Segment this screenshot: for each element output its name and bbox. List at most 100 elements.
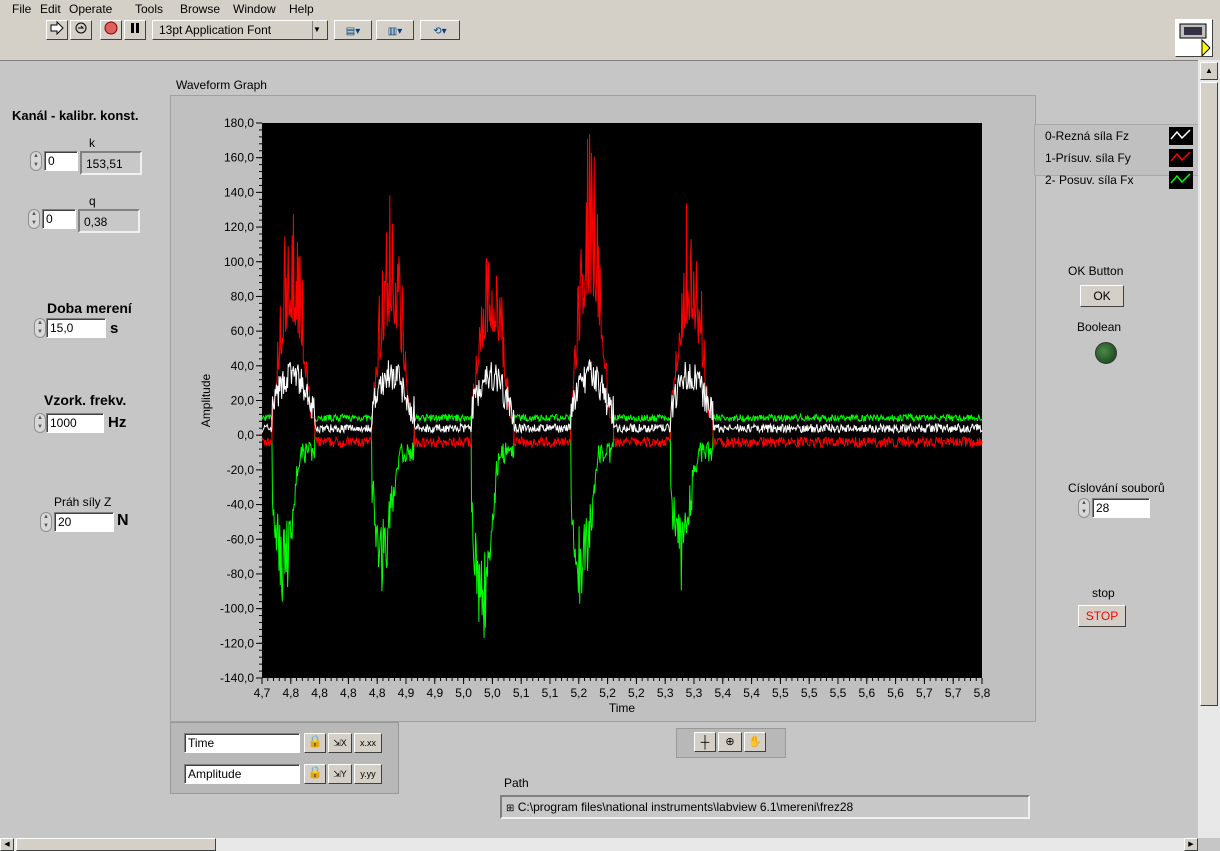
x-tick-label: 4,8	[282, 686, 299, 700]
menu-bar: File Edit Operate Tools Browse Window He…	[0, 0, 1220, 18]
doba-input[interactable]: 15,0	[46, 318, 106, 338]
y-format-button[interactable]: y.yy	[354, 764, 382, 784]
legend-item[interactable]: 0-Rezná síla Fz	[1045, 129, 1129, 143]
cislovani-stepper[interactable]: ▲ ▼	[1078, 498, 1090, 518]
y-tick-label: -80,0	[227, 567, 255, 581]
legend-swatch-fy	[1169, 149, 1193, 167]
x-tick-label: 5,1	[513, 686, 530, 700]
font-select-value: 13pt Application Font	[159, 23, 272, 37]
y-autoscale-button[interactable]: ⇲Y	[328, 764, 352, 784]
menu-window[interactable]: Window	[233, 2, 276, 16]
vzork-input[interactable]: 1000	[46, 413, 104, 433]
x-tick-label: 4,8	[369, 686, 386, 700]
x-tick-label: 5,1	[542, 686, 559, 700]
y-tick-label: -40,0	[227, 498, 255, 512]
x-tick-label: 5,8	[974, 686, 991, 700]
legend-item[interactable]: 1-Prísuv. síla Fy	[1045, 151, 1131, 165]
pause-icon	[131, 23, 139, 33]
run-continuous-icon	[75, 22, 87, 34]
scroll-left-button[interactable]: ◀	[0, 838, 14, 851]
scroll-thumb[interactable]	[16, 838, 216, 851]
cursor-tool-button[interactable]: ┼	[694, 732, 716, 752]
x-scale-name[interactable]: Time	[184, 733, 300, 753]
zoom-icon: ⊕	[725, 736, 735, 748]
pause-button[interactable]	[124, 20, 146, 40]
scroll-right-button[interactable]: ▶	[1184, 838, 1198, 851]
ok-button-text: OK	[1093, 289, 1111, 303]
y-tick-label: 120,0	[224, 220, 254, 234]
align-objects-button[interactable]: ▤▾	[334, 20, 372, 40]
x-tick-label: 5,5	[801, 686, 818, 700]
legend-label-fy: 1-Prísuv. síla Fy	[1045, 151, 1131, 165]
font-select[interactable]: 13pt Application Font ▼	[152, 20, 328, 40]
stop-button-text: STOP	[1085, 609, 1119, 623]
boolean-led[interactable]	[1095, 342, 1117, 364]
ok-button-label: OK Button	[1068, 264, 1124, 278]
zoom-tool-button[interactable]: ⊕	[718, 732, 742, 752]
distribute-objects-button[interactable]: ▥▾	[376, 20, 414, 40]
reorder-button[interactable]: ⟲▾	[420, 20, 460, 40]
autoscale-y-icon: ⇲Y	[333, 769, 347, 779]
x-tick-label: 4,8	[340, 686, 357, 700]
series-line-fz	[261, 359, 983, 435]
run-arrow-button[interactable]	[46, 20, 68, 40]
x-format-label: x.xx	[359, 738, 376, 748]
lock-icon: 🔒	[307, 765, 323, 779]
horizontal-scrollbar[interactable]: ◀ ▶	[0, 838, 1198, 851]
vertical-scrollbar[interactable]: ▲	[1198, 60, 1220, 838]
y-tick-label: 180,0	[224, 116, 254, 130]
vi-icon[interactable]	[1175, 19, 1213, 58]
menu-operate[interactable]: Operate	[69, 2, 113, 16]
x-tick-label: 5,3	[686, 686, 703, 700]
plot-legend: 0-Rezná síla Fz 1-Prísuv. síla Fy 2- Pos…	[1034, 124, 1199, 189]
hand-icon: ✋	[748, 736, 762, 748]
x-autoscale-button[interactable]: ⇲X	[328, 733, 352, 753]
k-value-indicator: 153,51	[80, 151, 142, 175]
q-label: q	[89, 194, 96, 208]
legend-label-fx: 2- Posuv. síla Fx	[1045, 173, 1134, 187]
x-tick-label: 5,2	[628, 686, 645, 700]
x-tick-label: 5,6	[858, 686, 875, 700]
k-index-input[interactable]: 0	[44, 151, 78, 171]
prah-input[interactable]: 20	[54, 512, 114, 532]
y-scale-lock-button[interactable]: 🔒	[304, 764, 326, 784]
y-tick-label: -140,0	[220, 671, 254, 685]
run-continuous-button[interactable]	[70, 20, 92, 40]
scroll-thumb[interactable]	[1200, 82, 1218, 706]
q-value-indicator: 0,38	[78, 209, 140, 233]
menu-help[interactable]: Help	[289, 2, 314, 16]
stop-button[interactable]: STOP	[1078, 605, 1126, 627]
graph-title: Waveform Graph	[176, 78, 267, 92]
y-tick-label: 140,0	[224, 185, 254, 199]
path-value: C:\program files\national instruments\la…	[517, 800, 854, 814]
menu-edit[interactable]: Edit	[40, 2, 61, 16]
waveform-plot[interactable]: 180,0 160,0 140,0 120,0 100,0 80,0 60,0 40,0 20,…	[170, 95, 1036, 722]
menu-file[interactable]: File	[12, 2, 32, 16]
menu-tools[interactable]: Tools	[135, 2, 164, 16]
y-scale-name[interactable]: Amplitude	[184, 764, 300, 784]
vzork-stepper[interactable]: ▲ ▼	[34, 413, 46, 433]
x-tick-label: 5,7	[916, 686, 933, 700]
y-tick-label: -60,0	[227, 532, 255, 546]
pan-tool-button[interactable]: ✋	[744, 732, 766, 752]
scroll-up-button[interactable]: ▲	[1200, 62, 1218, 80]
doba-stepper[interactable]: ▲ ▼	[34, 318, 46, 338]
x-scale-lock-button[interactable]: 🔒	[304, 733, 326, 753]
cislovani-input[interactable]: 28	[1092, 498, 1150, 518]
prah-label: Práh síly Z	[54, 495, 112, 509]
x-tick-label: 4,9	[398, 686, 415, 700]
q-index-stepper[interactable]: ▲ ▼	[28, 209, 40, 229]
legend-item[interactable]: 2- Posuv. síla Fx	[1045, 173, 1133, 187]
k-index-stepper[interactable]: ▲ ▼	[30, 151, 42, 171]
q-index-input[interactable]: 0	[42, 209, 76, 229]
legend-label-fz: 0-Rezná síla Fz	[1045, 129, 1130, 143]
y-tick-label: 160,0	[224, 151, 254, 165]
path-label: Path	[504, 776, 529, 790]
y-tick-label: 0,0	[237, 428, 254, 442]
prah-stepper[interactable]: ▲ ▼	[40, 512, 52, 532]
abort-button[interactable]	[100, 20, 122, 40]
x-format-button[interactable]: x.xx	[354, 733, 382, 753]
x-tick-label: 5,0	[484, 686, 501, 700]
menu-browse[interactable]: Browse	[180, 2, 221, 16]
ok-button[interactable]: OK	[1080, 285, 1124, 307]
